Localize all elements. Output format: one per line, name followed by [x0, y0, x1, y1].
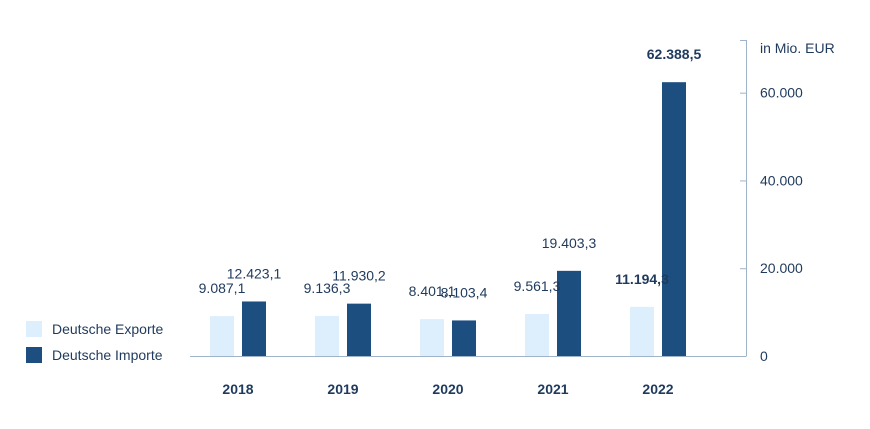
- bar-imports-2021: [557, 270, 581, 356]
- category-label-2020: 2020: [432, 381, 463, 397]
- legend-swatch-imports: [26, 347, 42, 363]
- data-label-exports-2019: 9.136,3: [304, 280, 351, 296]
- category-label-2019: 2019: [327, 381, 358, 397]
- y-tick-label-20000: 20.000: [760, 260, 803, 276]
- bar-exports-2018: [210, 316, 234, 356]
- y-axis-unit-label: in Mio. EUR: [760, 40, 835, 56]
- legend-item-imports: Deutsche Importe: [26, 344, 163, 366]
- legend-swatch-exports: [26, 321, 42, 337]
- data-label-imports-2018: 12.423,1: [227, 265, 282, 281]
- legend-item-exports: Deutsche Exporte: [26, 318, 163, 340]
- bar-exports-2019: [315, 315, 339, 356]
- y-axis-ticks-group: 0 20.000 40.000 60.000: [740, 40, 803, 364]
- y-tick-label-0: 0: [760, 348, 768, 364]
- bar-exports-2021: [525, 314, 549, 356]
- bar-imports-2020: [452, 320, 476, 356]
- bar-exports-2020: [420, 319, 444, 356]
- bar-exports-2022: [630, 306, 654, 356]
- data-label-imports-2020: 8.103,4: [441, 284, 488, 300]
- bar-imports-2019: [347, 303, 371, 356]
- bars-group: [210, 82, 686, 356]
- data-label-exports-2022: 11.194,3: [615, 271, 669, 287]
- data-labels-group: 9.087,112.423,1 9.136,311.930,2 8.401,18.1…: [199, 46, 702, 300]
- bar-imports-2022: [662, 82, 686, 356]
- y-tick-label-40000: 40.000: [760, 172, 803, 188]
- category-labels-group: 2018 2019 2020 2021 2022: [222, 381, 673, 397]
- data-label-exports-2020: 8.401,1: [409, 283, 456, 299]
- category-label-2021: 2021: [537, 381, 568, 397]
- legend: Deutsche Exporte Deutsche Importe: [26, 318, 163, 370]
- legend-label-exports: Deutsche Exporte: [52, 321, 164, 337]
- bar-imports-2018: [242, 301, 266, 356]
- data-label-imports-2021: 19.403,3: [542, 235, 597, 251]
- data-label-exports-2018: 9.087,1: [199, 280, 246, 296]
- data-label-exports-2021: 9.561,3: [514, 278, 561, 294]
- legend-label-imports: Deutsche Importe: [52, 347, 163, 363]
- category-label-2018: 2018: [222, 381, 253, 397]
- data-label-imports-2019: 11.930,2: [332, 268, 386, 284]
- category-label-2022: 2022: [642, 381, 673, 397]
- y-tick-label-60000: 60.000: [760, 85, 803, 101]
- data-label-imports-2022: 62.388,5: [647, 46, 702, 62]
